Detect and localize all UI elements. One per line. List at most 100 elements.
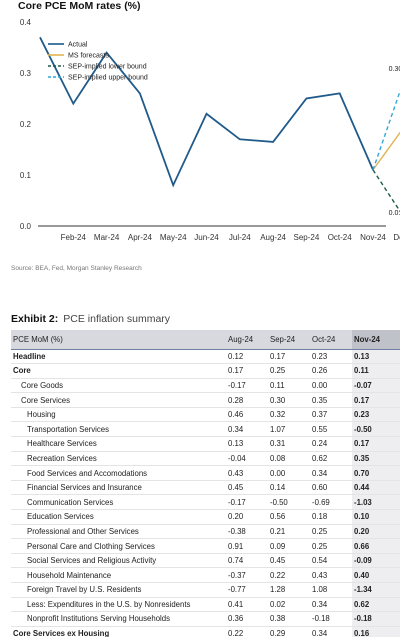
table-cell: -0.50 bbox=[268, 494, 310, 511]
table-cell: 0.25 bbox=[310, 538, 352, 554]
table-cell: 1.28 bbox=[268, 582, 310, 598]
table-cell: 0.17 bbox=[352, 392, 400, 408]
table-row: Household Maintenance -0.37 0.22 0.43 0.40 bbox=[11, 567, 400, 583]
data-label: 0.30 bbox=[389, 66, 400, 73]
table-row: Professional and Other Services -0.38 0.21… bbox=[11, 524, 400, 540]
table-header-row: PCE MoM (%) Aug-24 Sep-24 Oct-24 Nov-24 bbox=[11, 330, 400, 350]
row-label: Core Services ex Housing bbox=[11, 626, 226, 637]
table-row: Core Services ex Housing 0.22 0.29 0.34 0.16 bbox=[11, 626, 400, 637]
x-tick-label: Nov-24 bbox=[360, 233, 386, 242]
table-row: Core Services 0.28 0.30 0.35 0.17 bbox=[11, 392, 400, 408]
table-cell: 0.25 bbox=[268, 363, 310, 379]
table-body: Headline 0.12 0.17 0.23 0.13 Core 0.17 0.25 0.26… bbox=[11, 349, 400, 637]
table-row: Less: Expenditures in the U.S. by Nonres… bbox=[11, 597, 400, 613]
table-cell: 0.11 bbox=[352, 363, 400, 379]
table-cell: 0.24 bbox=[310, 436, 352, 452]
table-cell: -0.17 bbox=[226, 378, 268, 394]
table-cell: 0.44 bbox=[352, 480, 400, 496]
table-cell: 0.00 bbox=[310, 378, 352, 394]
x-tick-label: Jul-24 bbox=[229, 233, 251, 242]
x-tick-label: Apr-24 bbox=[128, 233, 153, 242]
series-line-2 bbox=[372, 169, 400, 213]
legend-entry: SEP-implied upper bound bbox=[68, 75, 148, 82]
chart-title: Core PCE MoM rates (%) bbox=[18, 0, 141, 12]
table-cell: 0.35 bbox=[352, 451, 400, 467]
table-cell: 0.08 bbox=[268, 451, 310, 467]
table-cell: 0.09 bbox=[268, 538, 310, 554]
table-cell: 0.91 bbox=[226, 538, 268, 554]
x-tick-label: Feb-24 bbox=[61, 233, 87, 242]
table-row: Education Services 0.20 0.56 0.18 0.10 bbox=[11, 509, 400, 525]
table-cell: 0.46 bbox=[226, 407, 268, 423]
row-label: Headline bbox=[11, 349, 226, 365]
row-label: Recreation Services bbox=[11, 451, 226, 467]
table-cell: 0.34 bbox=[226, 421, 268, 438]
table-cell: 0.23 bbox=[310, 349, 352, 365]
table-cell: 0.54 bbox=[310, 553, 352, 569]
table-cell: 0.70 bbox=[352, 465, 400, 481]
table-row: Personal Care and Clothing Services 0.91 0… bbox=[11, 538, 400, 554]
table-cell: -0.50 bbox=[352, 421, 400, 438]
table-cell: 0.23 bbox=[352, 407, 400, 423]
table-cell: 0.20 bbox=[352, 524, 400, 540]
table-cell: 0.31 bbox=[268, 436, 310, 452]
table-row: Nonprofit Institutions Serving Household… bbox=[11, 611, 400, 627]
table-cell: 0.16 bbox=[352, 626, 400, 637]
column-header: Nov-24 bbox=[352, 330, 400, 350]
x-tick-label: Jun-24 bbox=[194, 233, 219, 242]
y-tick-label: 0.3 bbox=[20, 69, 32, 78]
table-cell: 0.62 bbox=[352, 597, 400, 613]
row-label: Transportation Services bbox=[11, 421, 226, 438]
table-cell: -0.17 bbox=[226, 494, 268, 511]
row-label: Education Services bbox=[11, 509, 226, 525]
table-cell: 0.14 bbox=[268, 480, 310, 496]
table-row: Foreign Travel by U.S. Residents -0.77 1.2… bbox=[11, 582, 400, 598]
table-cell: 0.32 bbox=[268, 407, 310, 423]
x-tick-label: Aug-24 bbox=[260, 233, 286, 242]
series-line-1 bbox=[372, 131, 400, 171]
table-cell: 0.34 bbox=[310, 597, 352, 613]
row-label: Nonprofit Institutions Serving Household… bbox=[11, 611, 226, 627]
table-cell: -0.09 bbox=[352, 553, 400, 569]
table-cell: 0.56 bbox=[268, 509, 310, 525]
column-header: Oct-24 bbox=[310, 330, 352, 350]
y-tick-label: 0.2 bbox=[20, 120, 32, 129]
table-cell: -0.77 bbox=[226, 582, 268, 598]
series-line-0 bbox=[39, 36, 374, 188]
table-cell: 0.13 bbox=[226, 436, 268, 452]
row-label: Foreign Travel by U.S. Residents bbox=[11, 582, 226, 598]
x-tick-label: Oct-24 bbox=[328, 233, 353, 242]
row-label: Core Services bbox=[11, 392, 226, 408]
table-cell: 0.41 bbox=[226, 597, 268, 613]
table-cell: 0.36 bbox=[226, 611, 268, 627]
table-cell: 0.22 bbox=[268, 567, 310, 583]
source-note: Source: BEA, Fed, Morgan Stanley Researc… bbox=[11, 265, 142, 272]
table-cell: -0.37 bbox=[226, 567, 268, 583]
table-cell: 0.55 bbox=[310, 421, 352, 438]
column-header: PCE MoM (%) bbox=[11, 330, 226, 350]
row-label: Core bbox=[11, 363, 226, 379]
y-tick-label: 0.0 bbox=[20, 222, 32, 231]
row-label: Housing bbox=[11, 407, 226, 423]
table-cell: 0.45 bbox=[268, 553, 310, 569]
table-cell: 0.11 bbox=[268, 378, 310, 394]
row-label: Less: Expenditures in the U.S. by Nonres… bbox=[11, 597, 226, 613]
table-cell: 0.26 bbox=[310, 363, 352, 379]
data-label: 0.01 bbox=[389, 210, 400, 217]
row-label: Healthcare Services bbox=[11, 436, 226, 452]
legend-entry: MS forecasts bbox=[68, 53, 109, 60]
table-cell: 0.74 bbox=[226, 553, 268, 569]
table-cell: 0.43 bbox=[310, 567, 352, 583]
table-cell: 0.25 bbox=[310, 524, 352, 540]
table-cell: 0.43 bbox=[226, 465, 268, 481]
table-cell: -0.38 bbox=[226, 524, 268, 540]
legend-entry: SEP-implied lower bound bbox=[68, 64, 147, 71]
table-cell: 0.34 bbox=[310, 626, 352, 637]
exhibit-label: Exhibit 2: bbox=[11, 313, 59, 325]
table-cell: -0.18 bbox=[352, 611, 400, 627]
table-cell: 0.21 bbox=[268, 524, 310, 540]
table-row: Core Goods -0.17 0.11 0.00 -0.07 bbox=[11, 378, 400, 394]
table-cell: -0.04 bbox=[226, 451, 268, 467]
table-cell: 0.40 bbox=[352, 567, 400, 583]
table-cell: 0.38 bbox=[268, 611, 310, 627]
